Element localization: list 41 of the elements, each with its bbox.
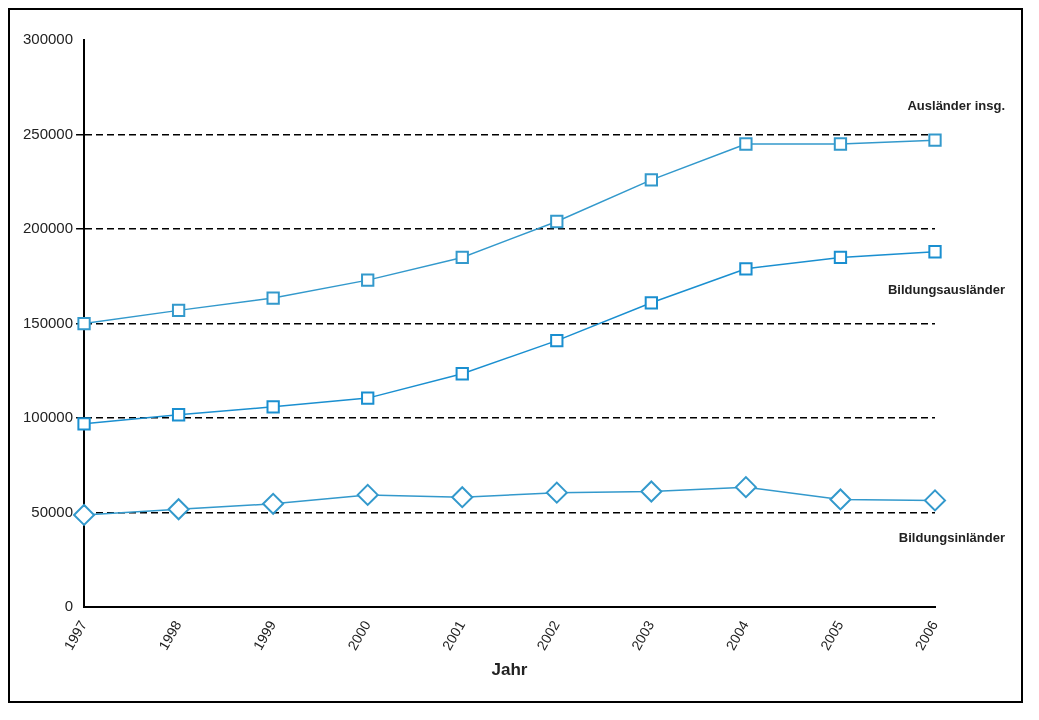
point: [171, 408, 186, 422]
point: [644, 173, 659, 187]
point: [361, 273, 375, 287]
y-tick-label: 250000: [22, 124, 74, 142]
point: [640, 480, 663, 503]
text: Ausländer insg.: [907, 98, 1005, 114]
point: [928, 133, 942, 147]
x-axis-title: Jahr: [491, 660, 528, 680]
y-tick-label: 100000: [22, 408, 74, 426]
point: [455, 367, 469, 381]
point: [739, 137, 753, 151]
point: [171, 303, 186, 318]
y-tick-label: 0: [64, 597, 74, 615]
y-tick-label: 300000: [22, 30, 74, 48]
point: [734, 476, 757, 499]
point: [266, 400, 280, 414]
point: [550, 333, 564, 348]
point: [77, 417, 91, 431]
point: [545, 481, 568, 504]
point: [262, 492, 285, 515]
text: Bildungsausländer: [887, 281, 1005, 297]
point: [361, 391, 375, 405]
point: [266, 291, 280, 305]
point: [455, 250, 469, 265]
point: [829, 488, 852, 511]
point: [356, 483, 379, 506]
point: [924, 489, 946, 512]
text: Bildungsinländer: [898, 530, 1005, 546]
point: [451, 486, 474, 509]
y-tick-label: 50000: [31, 502, 74, 520]
y-tick-label: 200000: [22, 219, 74, 237]
point: [739, 262, 753, 276]
point: [77, 316, 91, 331]
y-tick-label: 150000: [22, 313, 74, 331]
point: [167, 498, 190, 521]
point: [73, 503, 96, 526]
point: [833, 250, 848, 265]
point: [644, 296, 659, 310]
point: [550, 214, 564, 229]
point: [833, 137, 848, 151]
point: [928, 245, 942, 259]
